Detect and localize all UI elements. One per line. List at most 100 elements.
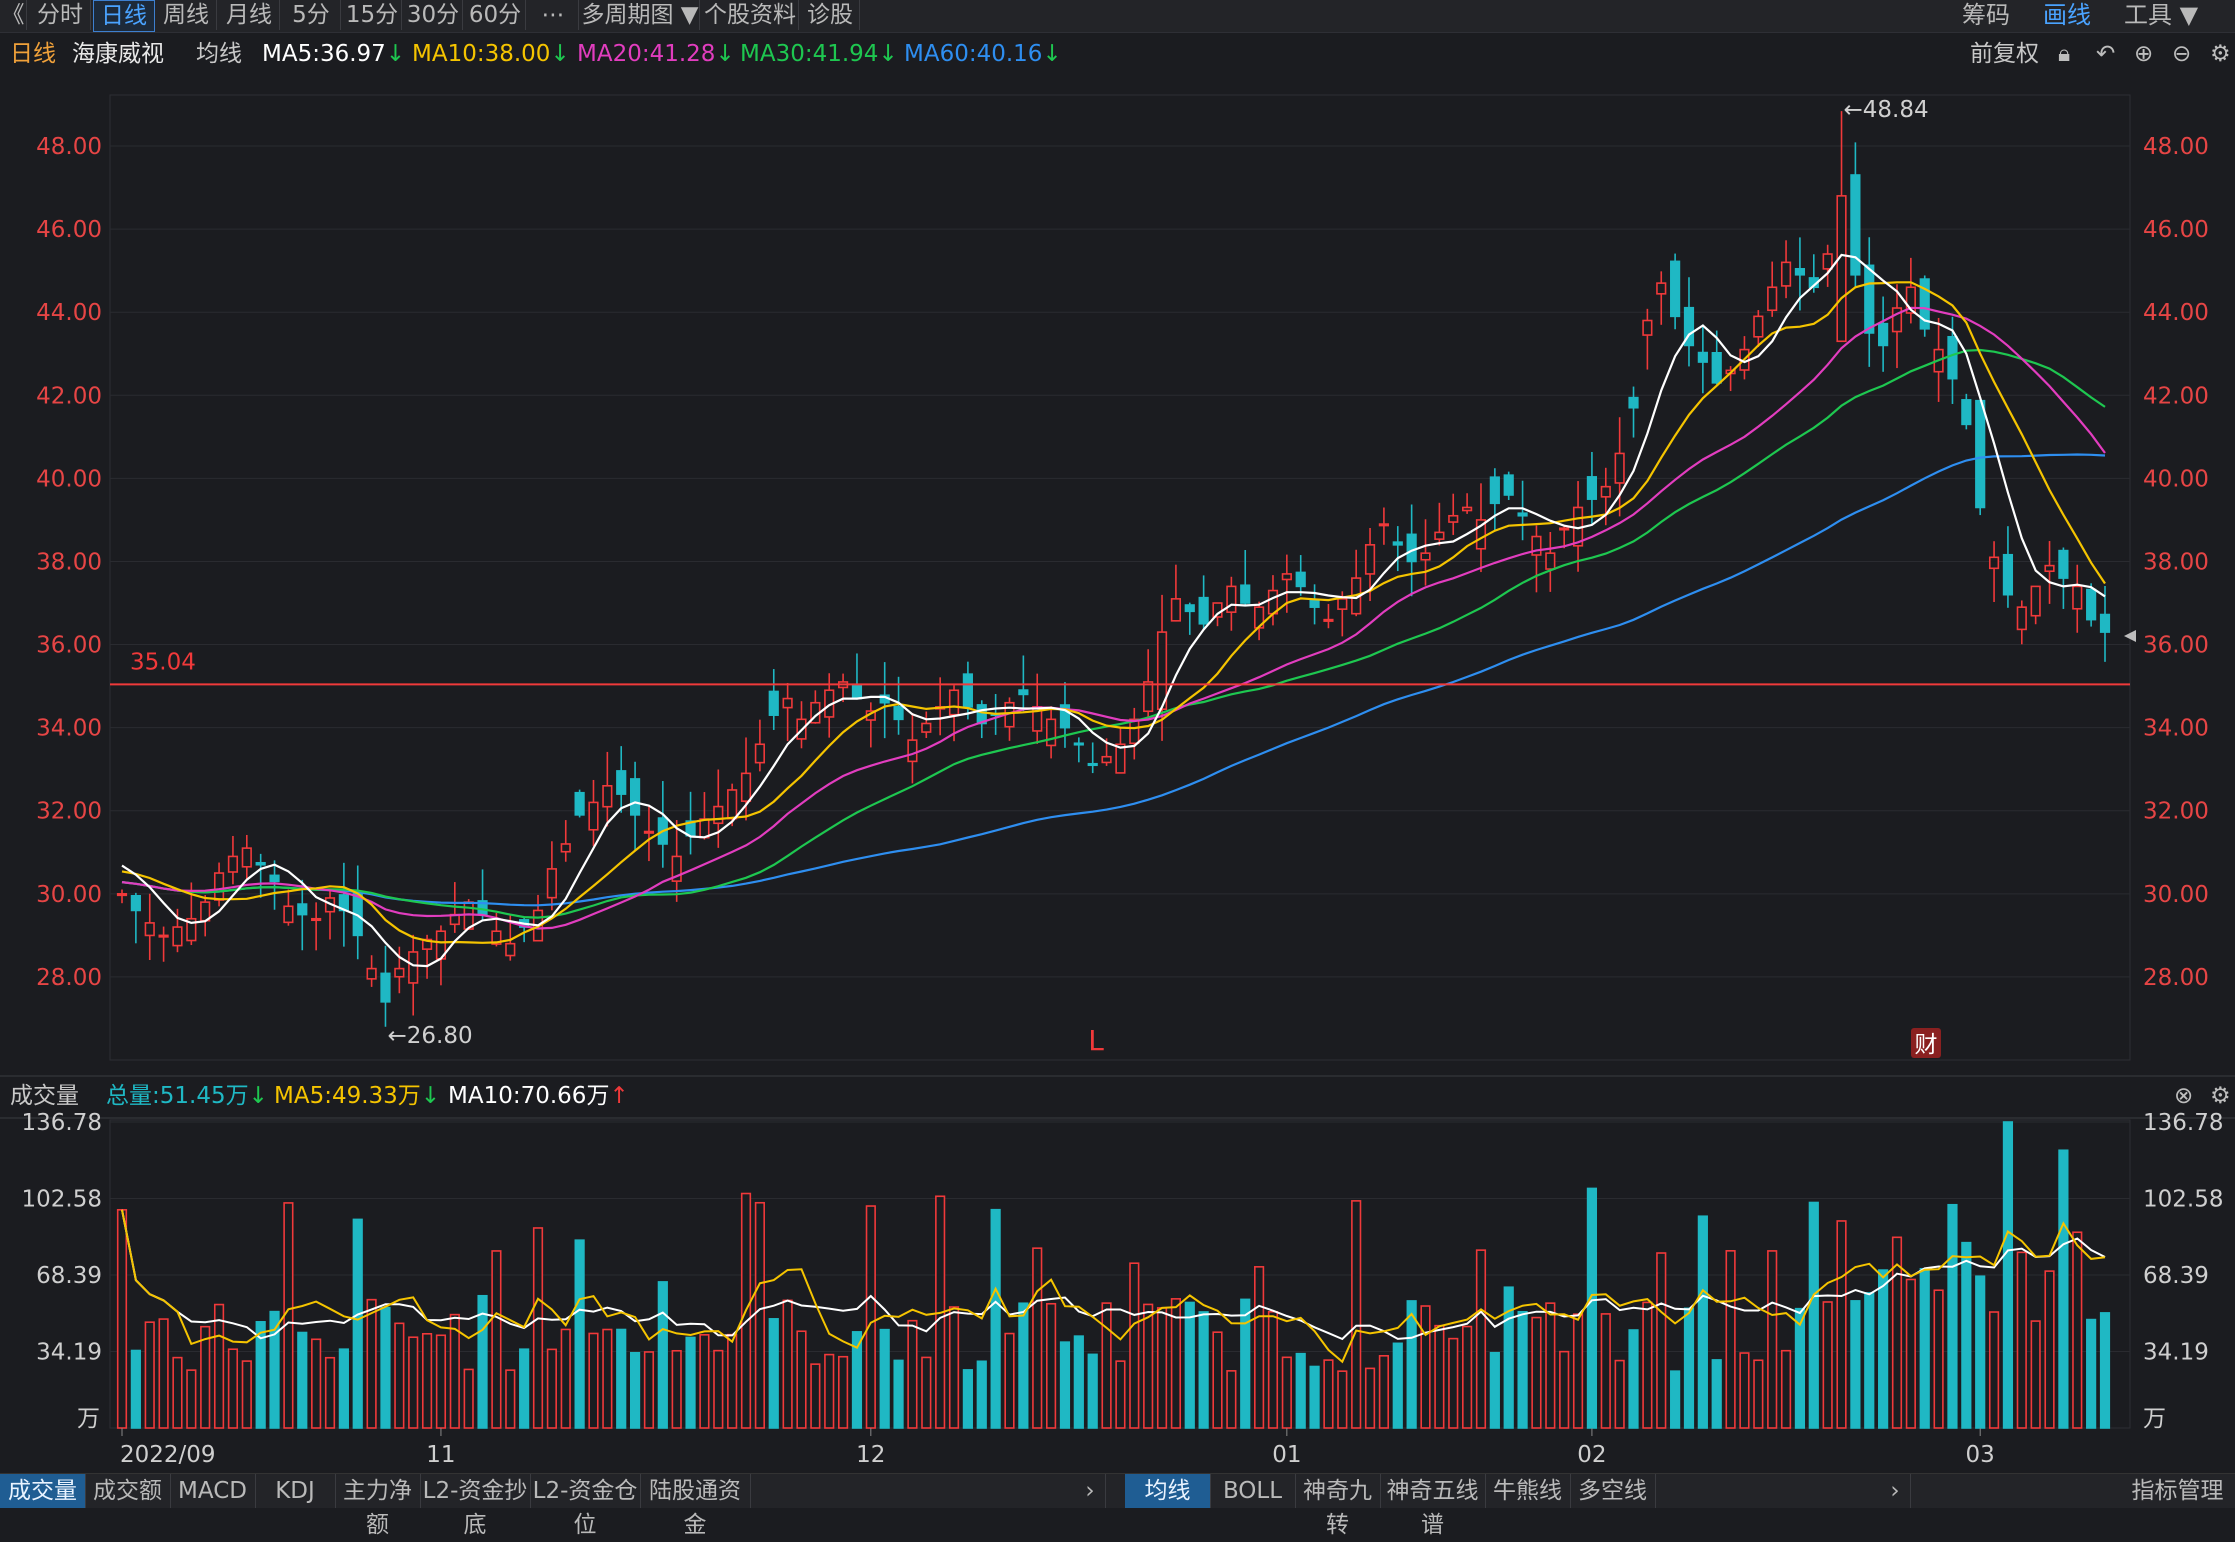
candle-body bbox=[2016, 606, 2027, 631]
indicator-settings-icon[interactable]: ⚙ bbox=[2210, 1083, 2231, 1109]
tab-4[interactable]: 5分 bbox=[282, 0, 341, 30]
candle-body bbox=[380, 972, 391, 1003]
chip-button[interactable]: 筹码 bbox=[1962, 1, 2010, 29]
volume-bar bbox=[1462, 1325, 1473, 1429]
tab-10[interactable]: 个股资料 bbox=[702, 0, 799, 30]
indicator-tab-6[interactable]: L2-资金仓位 bbox=[530, 1474, 641, 1538]
volume-unit-left: 万 bbox=[77, 1406, 100, 1432]
price-tick-left: 48.00 bbox=[36, 134, 102, 160]
candle-body bbox=[408, 951, 419, 984]
overlay-tab-3[interactable]: 神奇五线谱 bbox=[1380, 1474, 1486, 1538]
candle-body bbox=[1753, 315, 1764, 338]
indicator-tab-4[interactable]: 主力净额 bbox=[335, 1474, 421, 1538]
volume-bar bbox=[2002, 1121, 2014, 1429]
candle-body bbox=[1905, 286, 1916, 314]
volume-bar bbox=[1198, 1311, 1209, 1429]
indicator-tab-1[interactable]: 成交额 bbox=[85, 1474, 171, 1508]
candle-body bbox=[1295, 571, 1306, 588]
volume-bar bbox=[505, 1369, 516, 1429]
price-tick-left: 40.00 bbox=[36, 466, 102, 492]
overlay-tab-2[interactable]: 神奇九转 bbox=[1295, 1474, 1381, 1538]
candle-body bbox=[671, 855, 682, 882]
overlay-tab-1[interactable]: BOLL bbox=[1210, 1474, 1296, 1508]
tab-0[interactable]: 分时 bbox=[30, 0, 91, 30]
volume-bar bbox=[2030, 1320, 2041, 1429]
stock-name[interactable]: 海康威视 bbox=[72, 41, 164, 67]
volume-bar bbox=[865, 1205, 876, 1429]
lock-icon[interactable]: 🔒︎ bbox=[2058, 41, 2071, 67]
volume-bar bbox=[1434, 1324, 1445, 1429]
indicator-tab-5[interactable]: L2-资金抄底 bbox=[420, 1474, 531, 1538]
volume-bar bbox=[116, 1209, 128, 1429]
indicator-tab-0[interactable]: 成交量 bbox=[0, 1474, 86, 1508]
tabs-scroll-right-icon[interactable]: › bbox=[1075, 1474, 1106, 1508]
candle-body bbox=[1975, 399, 1986, 509]
tab-7[interactable]: 60分 bbox=[465, 0, 526, 30]
candle-body bbox=[144, 922, 155, 937]
candle-body bbox=[1545, 552, 1556, 570]
indicator-manage-button[interactable]: 指标管理 bbox=[2131, 1478, 2224, 1504]
price-tick-right: 44.00 bbox=[2143, 300, 2209, 326]
finance-marker: 财 bbox=[1915, 1032, 1938, 1058]
close-indicator-icon[interactable]: ⊗ bbox=[2174, 1083, 2194, 1109]
indicator-tab-7[interactable]: 陆股通资金 bbox=[640, 1474, 751, 1538]
volume-bar bbox=[1129, 1262, 1140, 1429]
tab-2[interactable]: 周线 bbox=[156, 0, 217, 30]
candle-body bbox=[1864, 264, 1875, 334]
candle-body bbox=[1794, 268, 1806, 276]
tab-11[interactable]: 诊股 bbox=[801, 0, 860, 30]
candle-body bbox=[643, 830, 655, 834]
candle-body bbox=[1129, 718, 1140, 745]
undo-icon[interactable]: ↶ bbox=[2096, 41, 2116, 67]
settings-icon[interactable]: ⚙ bbox=[2210, 41, 2231, 67]
volume-bar bbox=[408, 1336, 419, 1429]
zoom-in-icon[interactable]: ⊕ bbox=[2134, 41, 2154, 67]
candle-body bbox=[186, 917, 197, 942]
tab-5[interactable]: 15分 bbox=[343, 0, 402, 30]
tab-9[interactable]: 多周期图 ▼ bbox=[581, 0, 700, 30]
candle-body bbox=[713, 805, 724, 825]
candle-body bbox=[1281, 573, 1292, 581]
tab-6[interactable]: 30分 bbox=[404, 0, 463, 30]
volume-bar bbox=[837, 1355, 849, 1429]
indicator-tab-3[interactable]: KDJ bbox=[255, 1474, 336, 1508]
overlay-tab-0[interactable]: 均线 bbox=[1125, 1474, 1211, 1508]
candle-body bbox=[491, 930, 502, 945]
candle-body bbox=[2044, 564, 2055, 573]
kline-chart[interactable]: 48.00 48.00 46.00 46.00 44.00 44.00 42.00 42.00… bbox=[0, 0, 2235, 1473]
tools-button[interactable]: 工具 ▼ bbox=[2124, 1, 2199, 29]
adjust-mode[interactable]: 前复权 bbox=[1970, 41, 2039, 67]
draw-line-button[interactable]: 画线 bbox=[2043, 1, 2091, 29]
volume-bar bbox=[1988, 1311, 2000, 1429]
back-button[interactable]: 《 bbox=[0, 0, 27, 30]
candle-body bbox=[740, 772, 752, 802]
overlay-tab-4[interactable]: 牛熊线 bbox=[1485, 1474, 1571, 1508]
candle-body bbox=[227, 855, 239, 873]
candle-body bbox=[893, 706, 904, 721]
volume-bar bbox=[1378, 1355, 1390, 1429]
x-tick-label: 2022/09 bbox=[120, 1442, 216, 1468]
volume-title[interactable]: 成交量 bbox=[10, 1083, 79, 1109]
candle-body bbox=[172, 926, 183, 947]
volume-bar bbox=[1281, 1356, 1292, 1429]
overlay-tab-5[interactable]: 多空线 bbox=[1570, 1474, 1656, 1508]
volume-bar bbox=[685, 1336, 696, 1429]
volume-bar bbox=[1503, 1286, 1514, 1429]
indicator-tab-2[interactable]: MACD bbox=[170, 1474, 256, 1508]
candle-body bbox=[602, 785, 613, 808]
volume-bar bbox=[380, 1306, 391, 1429]
volume-bar bbox=[1545, 1302, 1556, 1429]
ma-label[interactable]: 均线 bbox=[196, 41, 242, 67]
volume-bar bbox=[879, 1328, 890, 1429]
tabs-scroll-right-icon-2[interactable]: › bbox=[1880, 1474, 1911, 1508]
candle-body bbox=[505, 942, 516, 957]
candle-body bbox=[1697, 351, 1708, 363]
tab-3[interactable]: 月线 bbox=[219, 0, 280, 30]
tab-1[interactable]: 日线 bbox=[93, 0, 155, 32]
tab-8[interactable]: ⋯ bbox=[528, 0, 579, 30]
volume-bar bbox=[1947, 1203, 1958, 1429]
candle-body bbox=[1170, 598, 1182, 622]
zoom-out-icon[interactable]: ⊖ bbox=[2172, 41, 2192, 67]
candle-body bbox=[546, 868, 557, 899]
ma-lines bbox=[121, 253, 2106, 968]
